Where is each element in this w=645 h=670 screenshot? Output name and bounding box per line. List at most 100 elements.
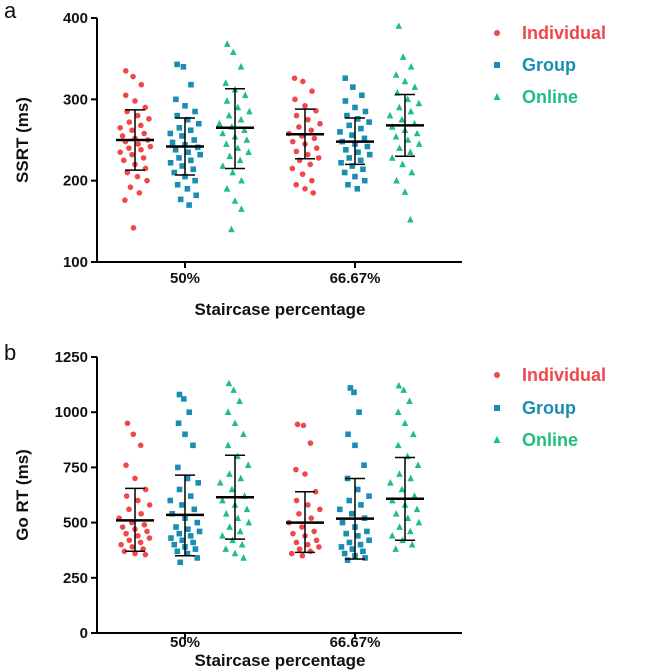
panel-b-individual-point xyxy=(146,502,153,508)
panel-a-group-point xyxy=(191,137,198,143)
panel-a-online-point xyxy=(237,63,245,70)
panel-b-online-point xyxy=(400,386,407,393)
panel-b-individual-point xyxy=(311,528,317,535)
panel-a-online-point xyxy=(399,160,406,168)
panel-label-a: a xyxy=(4,0,17,23)
panel-a-individual-point xyxy=(289,138,296,145)
panel-b-group-point xyxy=(344,557,351,563)
panel-a-group-point xyxy=(344,112,350,119)
panel-a-group-point xyxy=(174,112,181,119)
panel-a-group-point xyxy=(360,166,366,173)
panel-a-y-tick-label: 300 xyxy=(63,91,88,108)
panel-a-individual-point xyxy=(146,116,152,122)
panel-a-y-axis-title: SSRT (ms) xyxy=(13,97,32,183)
panel-b-individual-point xyxy=(293,497,300,504)
panel-a-individual-point xyxy=(309,177,315,184)
panel-b-group-point xyxy=(346,497,353,504)
panel-a-group-point xyxy=(171,169,178,176)
panel-b-group-point xyxy=(351,389,357,396)
panel-b-y-tick-label: 750 xyxy=(63,459,88,476)
panel-a-individual-point xyxy=(144,177,150,184)
panel-b-online-point xyxy=(231,419,239,427)
panel-a-group-point xyxy=(190,166,197,173)
panel-a-group-point xyxy=(361,177,368,184)
panel-a-individual-point xyxy=(313,145,320,151)
panel-a-x-tick-label: 66.67% xyxy=(330,270,381,287)
panel-a-online-point xyxy=(407,63,415,70)
panel-b-online-point xyxy=(238,540,246,548)
panel-a-individual-point xyxy=(134,173,141,180)
panel-a-individual-point xyxy=(310,190,316,196)
panel-b-online-point xyxy=(237,474,245,482)
panel-a-individual-point xyxy=(291,75,298,81)
panel-b-online-point xyxy=(401,419,409,427)
panel-b-individual-point xyxy=(293,466,299,473)
panel-a-online-point xyxy=(388,154,396,161)
panel-a-online-point xyxy=(222,79,230,86)
panel-b-legend-label-individual: Individual xyxy=(522,365,606,385)
panel-b-online-point xyxy=(387,479,394,486)
panel-b-group-point xyxy=(190,442,196,449)
panel-b-individual-point xyxy=(290,530,296,537)
panel-a-online-point xyxy=(219,129,226,137)
panel-a-group-point xyxy=(182,103,188,109)
panel-b-online-point xyxy=(228,485,236,493)
panel-a-group-point xyxy=(341,169,348,176)
panel-a-individual-point xyxy=(141,130,148,137)
panel-a-group-point xyxy=(350,84,356,90)
panel-a-group-point xyxy=(188,81,194,88)
panel-a-individual-point xyxy=(305,116,311,123)
panel-b-online-point xyxy=(245,518,253,526)
panel-b-individual-point xyxy=(296,546,303,552)
panel-a-online-point xyxy=(243,136,251,143)
panel-b-group-point xyxy=(177,559,184,566)
panel-b-individual-point xyxy=(138,510,144,517)
panel-b-online-point xyxy=(243,505,251,513)
panel-a-group-point xyxy=(354,116,361,122)
panel-b-individual-point xyxy=(137,442,144,449)
panel-a-online-point xyxy=(411,83,419,90)
panel-b-individual-point xyxy=(126,506,132,513)
panel-b-group-point xyxy=(358,502,364,508)
panel-a-online-point xyxy=(234,103,242,111)
panel-a-individual-point xyxy=(293,148,300,155)
panel-a-individual-point xyxy=(124,169,131,176)
panel-a-individual-point xyxy=(309,88,315,94)
panel-b-individual-point xyxy=(123,493,130,499)
panel-a-group-point xyxy=(184,186,191,192)
panel-a-online-point xyxy=(236,156,244,164)
panel-a-individual-point xyxy=(305,151,311,158)
panel-b-individual-point xyxy=(135,497,141,504)
panel-b-online-point xyxy=(234,514,242,521)
panel-b-individual-point xyxy=(294,421,301,428)
panel-b-online-point xyxy=(231,549,239,557)
panel-a-individual-point xyxy=(123,68,129,74)
panel-b-individual-point xyxy=(288,550,295,557)
panel-b-online-point xyxy=(240,430,247,438)
panel-a-online-point xyxy=(225,111,233,119)
panel-a-individual-point xyxy=(129,127,135,134)
panel-b-legend-label-group: Group xyxy=(522,398,576,418)
panel-b-online-point xyxy=(224,441,232,449)
panel-b-group-point xyxy=(366,493,372,499)
panel-a-group-point xyxy=(172,146,179,153)
panel-a-group-point xyxy=(179,133,185,139)
panel-b-individual-point xyxy=(141,522,148,528)
panel-a-online-point xyxy=(219,162,227,169)
panel-a-online-point xyxy=(223,97,231,104)
panel-a-online-point xyxy=(396,103,403,111)
panel-a-online-point xyxy=(386,111,394,119)
panel-b-individual-point xyxy=(140,546,146,552)
panel-a-online-point xyxy=(245,148,252,155)
panel-b-online-point xyxy=(398,485,406,493)
panel-b-online-point xyxy=(407,474,414,482)
panel-a-online-point xyxy=(404,136,412,143)
panel-b-group-point xyxy=(366,537,372,544)
panel-b-group-point xyxy=(360,548,366,555)
panel-b-individual-point xyxy=(305,502,311,508)
panel-b-individual-point xyxy=(293,539,300,546)
panel-b-individual-point xyxy=(119,524,126,530)
panel-a-group-point xyxy=(180,64,187,70)
panel-a-group-point xyxy=(186,202,192,208)
panel-b-online-point xyxy=(394,441,402,449)
